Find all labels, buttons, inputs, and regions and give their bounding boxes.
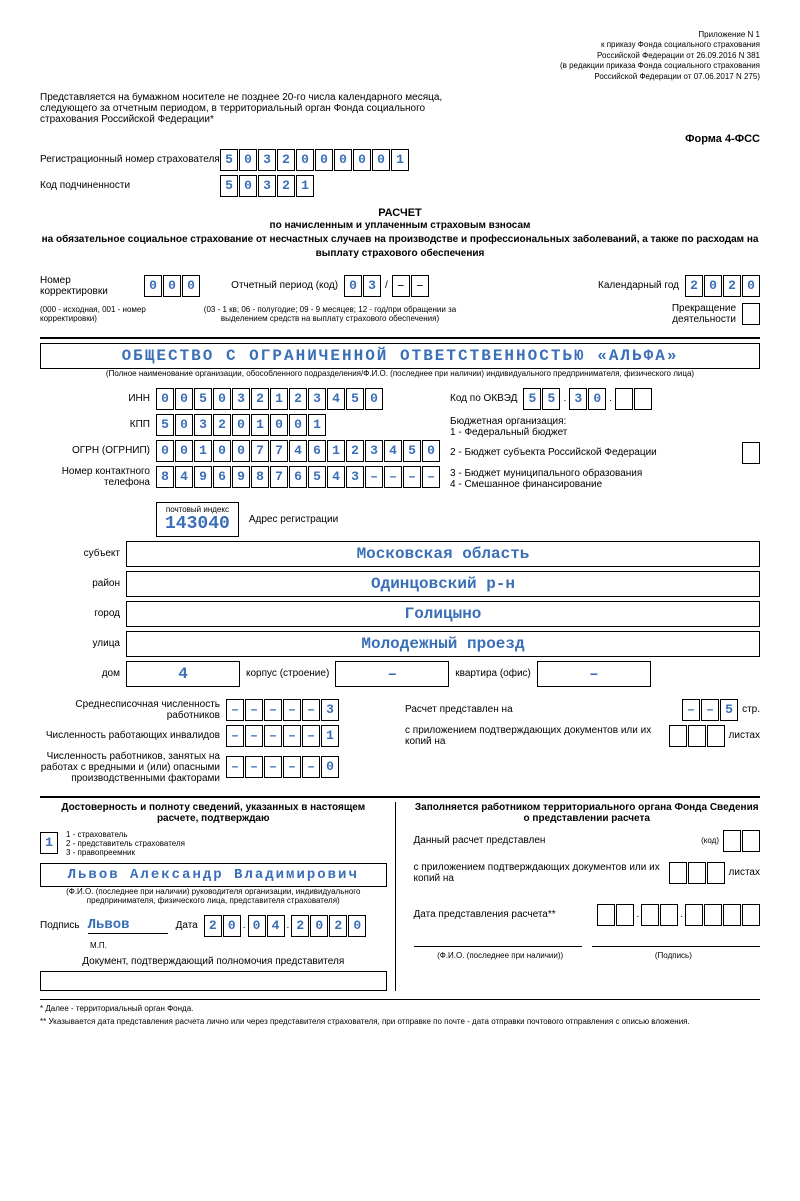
pages-label: Расчет представлен на: [405, 704, 682, 715]
footnote-2: ** Указывается дата представления расчет…: [40, 1017, 760, 1026]
budget-label: Бюджетная организация:: [450, 416, 760, 427]
budget-o2: 2 - Бюджет субъекта Российской Федерации: [450, 447, 742, 458]
pages-cells: ––5: [682, 699, 738, 721]
okved-cells: 55: [523, 388, 560, 410]
staff-harm-label: Численность работников, занятых на работ…: [40, 751, 220, 784]
corr-cells: 000: [144, 275, 200, 297]
addr-house-label: дом: [40, 668, 120, 679]
pages-att-cells: [669, 725, 725, 747]
confirm-type-box: 1: [40, 832, 58, 854]
period-note: (03 - 1 кв; 06 - полугодие; 09 - 9 месяц…: [200, 305, 460, 323]
budget-o1: 1 - Федеральный бюджет: [450, 427, 760, 438]
doc-label: Документ, подтверждающий полномочия пред…: [40, 956, 387, 967]
addr-house: 4: [126, 661, 240, 687]
confirm-name: Львов Александр Владимирович: [40, 863, 387, 887]
inn-label: ИНН: [40, 393, 150, 404]
staff-inv-label: Численность работающих инвалидов: [40, 730, 220, 741]
date-label: Дата: [176, 920, 198, 931]
addr-subject: Московская область: [126, 541, 760, 567]
zip-box: почтовый индекс 143040: [156, 502, 239, 537]
reg-cells: 5032000001: [220, 149, 409, 171]
addr-city: Голицыно: [126, 601, 760, 627]
addr-building: –: [335, 661, 449, 687]
staff-avg-label: Среднесписочная численность работников: [40, 699, 220, 721]
inn-cells: 005032123450: [156, 388, 383, 410]
date-cells: 20: [204, 915, 241, 937]
sub-label: Код подчиненности: [40, 180, 220, 191]
reg-label: Регистрационный номер страхователя: [40, 154, 220, 165]
title: РАСЧЕТ: [40, 207, 760, 219]
fss-title: Заполняется работником территориального …: [414, 802, 761, 824]
ogrn-label: ОГРН (ОГРНИП): [40, 445, 150, 456]
addr-street: Молодежный проезд: [126, 631, 760, 657]
okved-label: Код по ОКВЭД: [450, 393, 517, 404]
addr-apt: –: [537, 661, 651, 687]
phone-cells: 84969876543––––: [156, 466, 440, 488]
phone-label: Номер контактного телефона: [40, 466, 150, 488]
budget-box: [742, 442, 760, 464]
staff-avg-cells: –––––3: [226, 699, 339, 721]
budget-o3: 3 - Бюджет муниципального образования: [450, 468, 760, 479]
doc-box: [40, 971, 387, 991]
mp-label: М.П.: [90, 941, 387, 950]
sig-value: Львов: [88, 917, 168, 934]
footnote-1: * Далее - территориальный орган Фонда.: [40, 1004, 760, 1013]
subtitle2: на обязательное социальное страхование о…: [40, 233, 760, 261]
corr-note: (000 - исходная, 001 - номер корректиров…: [40, 305, 200, 323]
fss-att-label: с приложением подтверждающих документов …: [414, 862, 669, 884]
addr-district-label: район: [40, 578, 120, 589]
sub-cells: 50321: [220, 175, 314, 197]
period-label: Отчетный период (код): [231, 280, 338, 291]
form-name: Форма 4-ФСС: [40, 133, 760, 145]
fss-pres-label: Данный расчет представлен: [414, 835, 702, 846]
org-note: (Полное наименование организации, обособ…: [40, 369, 760, 378]
subtitle1: по начисленным и уплаченным страховым вз…: [40, 219, 760, 233]
fss-date-label: Дата представления расчета**: [414, 909, 598, 920]
budget-o4: 4 - Смешанное финансирование: [450, 479, 760, 490]
stop-box: [742, 303, 760, 325]
intro-text: Представляется на бумажном носителе не п…: [40, 92, 472, 125]
addr-city-label: город: [40, 608, 120, 619]
addr-building-label: корпус (строение): [246, 668, 329, 679]
org-name: ОБЩЕСТВО С ОГРАНИЧЕННОЙ ОТВЕТСТВЕННОСТЬЮ…: [40, 343, 760, 369]
ogrn-cells: 001007746123450: [156, 440, 440, 462]
addr-street-label: улица: [40, 638, 120, 649]
addr-subject-label: субъект: [40, 548, 120, 559]
kpp-label: КПП: [40, 419, 150, 430]
confirm-name-note: (Ф.И.О. (последнее при наличии) руководи…: [40, 887, 387, 905]
stop-label: Прекращение деятельности: [656, 303, 736, 325]
sig-label: Подпись: [40, 920, 80, 931]
pages-att-label: с приложением подтверждающих документов …: [405, 725, 669, 747]
addr-district: Одинцовский р-н: [126, 571, 760, 597]
corr-label: Номер корректировки: [40, 275, 138, 297]
header-legal: Приложение N 1к приказу Фонда социальног…: [40, 30, 760, 82]
kpp-cells: 503201001: [156, 414, 326, 436]
year-label: Календарный год: [598, 280, 679, 291]
staff-harm-cells: –––––0: [226, 756, 339, 778]
period-cells: 03: [344, 275, 381, 297]
addr-apt-label: квартира (офис): [455, 668, 531, 679]
year-cells: 2020: [685, 275, 760, 297]
staff-inv-cells: –––––1: [226, 725, 339, 747]
confirm-title: Достоверность и полноту сведений, указан…: [40, 802, 387, 824]
addr-label: Адрес регистрации: [249, 514, 338, 525]
